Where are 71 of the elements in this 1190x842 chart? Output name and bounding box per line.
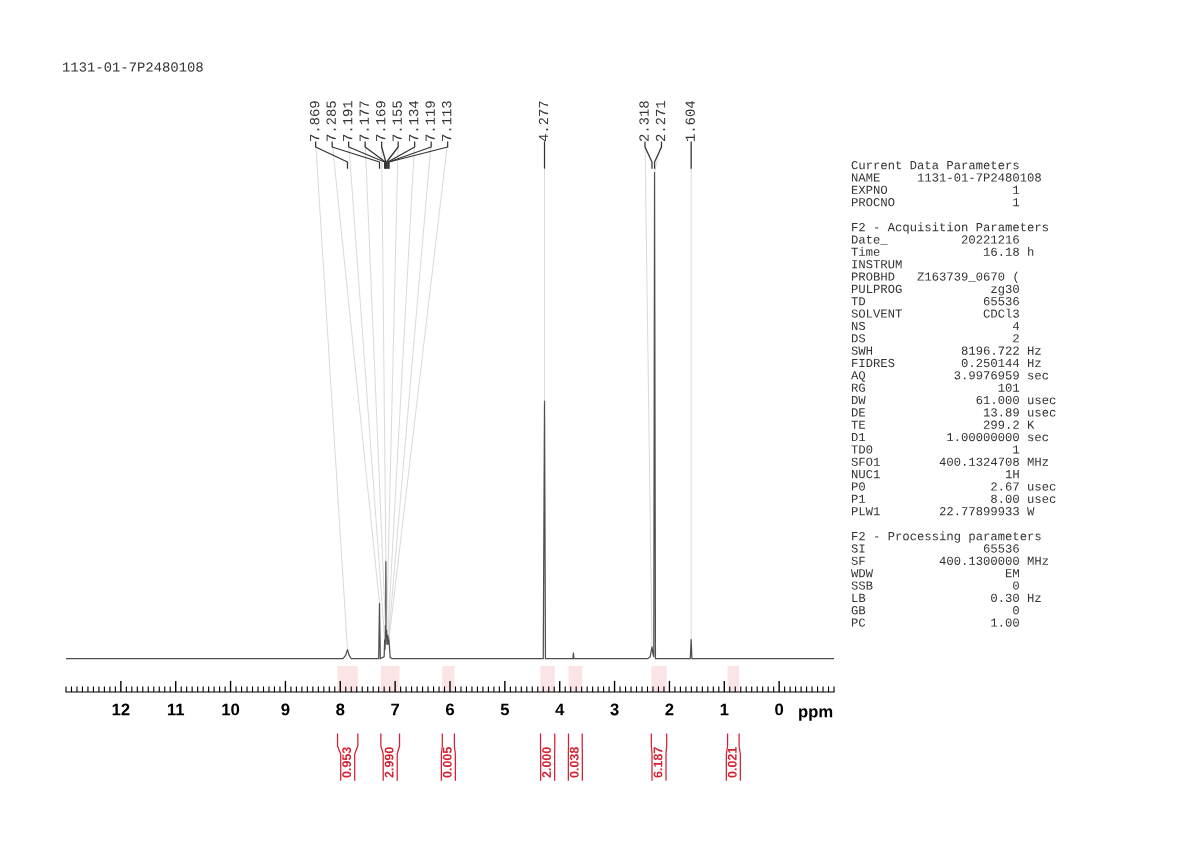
annotation: 7.155 — [392, 101, 402, 141]
x-tick-label: 8 — [336, 703, 345, 716]
text: PULPROG zg30 — [851, 284, 1019, 296]
text: DS 2 — [851, 334, 1019, 343]
x-tick-label: 5 — [500, 703, 510, 716]
text: SSB 0 — [851, 581, 1019, 590]
annotation: 7.113 — [441, 101, 452, 141]
x-tick-label: 0 — [775, 703, 784, 716]
text: AQ 3.9976959 sec — [851, 371, 1049, 382]
band-label: 0.038 — [569, 747, 579, 778]
text: NAME 1131-01-7P2480108 — [851, 173, 1041, 182]
band-label: 2.990 — [384, 747, 394, 778]
annotation: 1.604 — [685, 101, 695, 141]
text: GB 0 — [851, 606, 1019, 615]
annotation: 7.285 — [326, 101, 336, 141]
text: NUC1 1H — [851, 469, 1019, 479]
text: SFO1 400.1324708 MHz — [851, 457, 1049, 466]
band-label: 0.005 — [442, 747, 452, 778]
text: SI 65536 — [851, 544, 1019, 553]
text: Time 16.18 h — [851, 247, 1034, 256]
band-label: 0.953 — [342, 747, 352, 778]
text: PROCNO 1 — [851, 198, 1020, 207]
x-axis-title: ppm — [799, 708, 833, 721]
text: EXPNO 1 — [851, 185, 1020, 194]
text: PLW1 22.77899933 W — [851, 507, 1035, 516]
text: DE 13.89 usec — [851, 408, 1056, 417]
text: FIDRES 0.250144 Hz — [852, 358, 1041, 368]
x-tick-label: 9 — [281, 703, 290, 716]
text: TD 65536 — [851, 297, 1019, 306]
text: P1 8.00 usec — [851, 494, 1056, 503]
text: D1 1.00000000 sec — [851, 432, 1049, 442]
text: DW 61.000 usec — [851, 395, 1056, 405]
text: PC 1.00 — [851, 618, 1019, 627]
text: SF 400.1300000 MHz — [851, 556, 1049, 565]
annotation: 7.134 — [408, 101, 419, 141]
text: P0 2.67 usec — [851, 482, 1056, 491]
x-tick-label: 3 — [610, 703, 619, 716]
text: RG 101 — [851, 383, 1020, 392]
annotation: 4.277 — [538, 101, 549, 142]
x-tick-label: 4 — [555, 703, 565, 716]
x-tick-label: 10 — [222, 703, 240, 716]
text: F2 - Acquisition Parameters — [852, 222, 1049, 234]
x-tick-label: 2 — [665, 703, 674, 716]
annotation: 7.869 — [309, 101, 320, 141]
text: SWH 8196.722 Hz — [851, 346, 1041, 355]
text: NS 4 — [851, 321, 1020, 331]
band-label: 2.000 — [542, 747, 551, 778]
text: WDW EM — [851, 569, 1019, 578]
chart-title: 1131-01-7P2480108 — [63, 62, 203, 72]
text: F2 - Processing parameters — [852, 531, 1041, 543]
annotation: 2.271 — [655, 101, 666, 142]
x-tick-label: 7 — [391, 703, 400, 716]
text: TD0 1 — [851, 445, 1020, 454]
x-tick-label: 6 — [445, 703, 455, 716]
text: PROBHD Z163739_0670 ( — [851, 271, 1018, 284]
x-tick-label: 12 — [112, 703, 130, 716]
band-label: 0.021 — [727, 747, 737, 778]
text: LB 0.30 Hz — [852, 593, 1041, 603]
text: SOLVENT CDCl3 — [851, 308, 1019, 318]
text: Date_ 20221216 — [851, 235, 1019, 245]
annotation: 7.191 — [342, 101, 353, 141]
annotation: 2.318 — [639, 101, 649, 142]
band-label: 6.187 — [653, 747, 663, 778]
text: Current Data Parameters — [851, 160, 1019, 170]
text: TE 299.2 K — [851, 420, 1035, 429]
x-tick-label: 1 — [720, 703, 729, 716]
annotation: 7.119 — [425, 101, 435, 141]
annotation: 7.169 — [375, 101, 386, 141]
x-tick-label: 11 — [167, 703, 185, 716]
text: INSTRUM — [852, 260, 902, 269]
annotation: 7.177 — [359, 101, 369, 141]
